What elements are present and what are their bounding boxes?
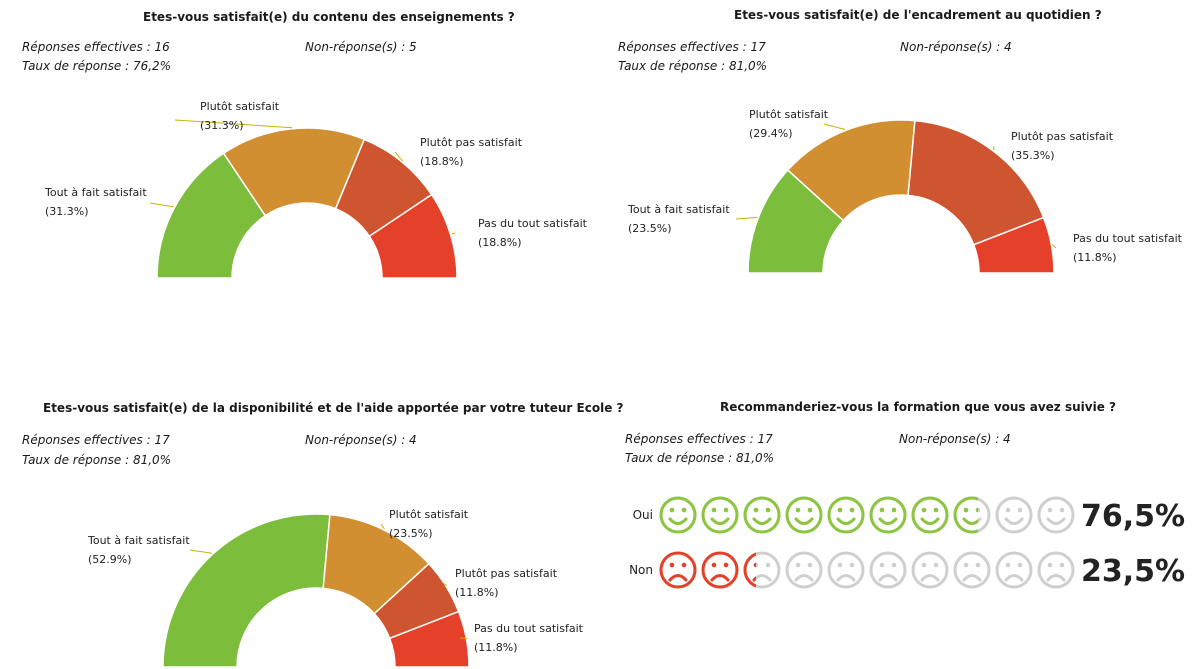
leader-line (442, 582, 448, 587)
taux-reponse: Taux de réponse : 81,0% (625, 451, 775, 465)
slice-value-label: (29.4%) (749, 127, 793, 140)
percentage-value: 76,5% (1081, 499, 1185, 534)
smiley-icon (827, 496, 865, 534)
non-reponses: Non-réponse(s) : 5 (305, 40, 417, 54)
slice-value-label: (11.8%) (455, 586, 499, 599)
frown-icon (995, 551, 1033, 589)
panel-contenu: Etes-vous satisfait(e) du contenu des en… (0, 0, 596, 335)
slice-label: Plutôt pas satisfait (455, 567, 558, 580)
smiley-icon (1037, 496, 1075, 534)
leader-line (394, 151, 404, 162)
reponses-effectives: Réponses effectives : 16 (22, 40, 170, 54)
panel-title: Recommanderiez-vous la formation que vou… (720, 400, 1116, 414)
slice-label: Plutôt satisfait (389, 508, 469, 521)
percentage-value: 23,5% (1081, 554, 1185, 589)
frown-icon (659, 551, 697, 589)
slice-value-label: (52.9%) (88, 553, 132, 566)
slice-3 (907, 119, 1045, 246)
half-donut-chart: Tout à fait satisfait (52.9%) Plutôt satis… (87, 508, 584, 668)
slice-value-label: (11.8%) (474, 641, 518, 654)
panel-recommandation: Recommanderiez-vous la formation que vou… (596, 335, 1192, 669)
taux-reponse: Taux de réponse : 76,2% (22, 59, 172, 73)
slice-value-label: (23.5%) (628, 222, 672, 235)
slice-label: Tout à fait satisfait (44, 186, 147, 199)
reponses-effectives: Réponses effectives : 17 (625, 432, 773, 446)
slice-value-label: (31.3%) (200, 119, 244, 132)
row-label: Oui (633, 508, 653, 522)
reponses-effectives: Réponses effectives : 17 (618, 40, 766, 54)
slice-value-label: (18.8%) (420, 155, 464, 168)
panel-title: Etes-vous satisfait(e) de l'encadrement … (734, 8, 1102, 22)
frown-icon (953, 551, 991, 589)
reponses-effectives: Réponses effectives : 17 (22, 433, 170, 447)
slice-4 (368, 193, 458, 279)
slice-label: Plutôt satisfait (749, 108, 829, 121)
frown-icon (701, 551, 739, 589)
panel-title: Etes-vous satisfait(e) de la disponibili… (43, 401, 624, 415)
smiley-icon (995, 496, 1033, 534)
slice-value-label: (35.3%) (1011, 149, 1055, 162)
slice-4 (388, 610, 470, 668)
slice-value-label: (18.8%) (478, 236, 522, 249)
smiley-icon (785, 496, 823, 534)
smiley-icon (911, 496, 949, 534)
non-reponses: Non-réponse(s) : 4 (305, 433, 417, 447)
smiley-icon (869, 496, 907, 534)
taux-reponse: Taux de réponse : 81,0% (618, 59, 768, 73)
smiley-icon (743, 496, 781, 534)
frown-icon (869, 551, 907, 589)
leader-line (149, 202, 174, 208)
non-reponses: Non-réponse(s) : 4 (899, 432, 1011, 446)
leader-line (451, 232, 456, 235)
leader-line (1052, 244, 1057, 249)
non-reponses: Non-réponse(s) : 4 (900, 40, 1012, 54)
row-label: Non (629, 563, 653, 577)
leader-line (174, 119, 293, 129)
frown-icon (785, 551, 823, 589)
leader-line (459, 637, 468, 640)
frown-icon (743, 551, 781, 589)
smiley-icon (659, 496, 697, 534)
slice-label: Pas du tout satisfait (1073, 232, 1183, 245)
slice-value-label: (31.3%) (45, 205, 89, 218)
leader-line (380, 523, 385, 530)
slice-label: Plutôt satisfait (200, 100, 280, 113)
frown-icon (1037, 551, 1075, 589)
leader-line (189, 549, 213, 554)
half-donut-chart: Tout à fait satisfait (31.3%) Plutôt satis… (44, 100, 588, 279)
slice-4 (972, 216, 1055, 274)
panel-tuteur: Etes-vous satisfait(e) de la disponibili… (0, 335, 623, 669)
panel-encadrement: Etes-vous satisfait(e) de l'encadrement … (596, 0, 1192, 335)
half-donut-chart: Tout à fait satisfait (23.5%) Plutôt satis… (627, 108, 1183, 274)
slice-label: Tout à fait satisfait (627, 203, 730, 216)
pictogram-chart: Oui 76,5% Non 23,5% (629, 496, 1185, 589)
slice-label: Plutôt pas satisfait (1011, 130, 1114, 143)
leader-line (823, 123, 846, 130)
smiley-icon (953, 496, 991, 534)
slice-label: Plutôt pas satisfait (420, 136, 523, 149)
smiley-icon (701, 496, 739, 534)
slice-value-label: (11.8%) (1073, 251, 1117, 264)
slice-label: Pas du tout satisfait (478, 217, 588, 230)
taux-reponse: Taux de réponse : 81,0% (22, 453, 172, 467)
frown-icon (827, 551, 865, 589)
slice-label: Tout à fait satisfait (87, 534, 190, 547)
slice-label: Pas du tout satisfait (474, 622, 584, 635)
leader-line (735, 216, 758, 220)
panel-title: Etes-vous satisfait(e) du contenu des en… (143, 10, 515, 24)
frown-icon (911, 551, 949, 589)
slice-value-label: (23.5%) (389, 527, 433, 540)
slice-1 (162, 513, 331, 668)
